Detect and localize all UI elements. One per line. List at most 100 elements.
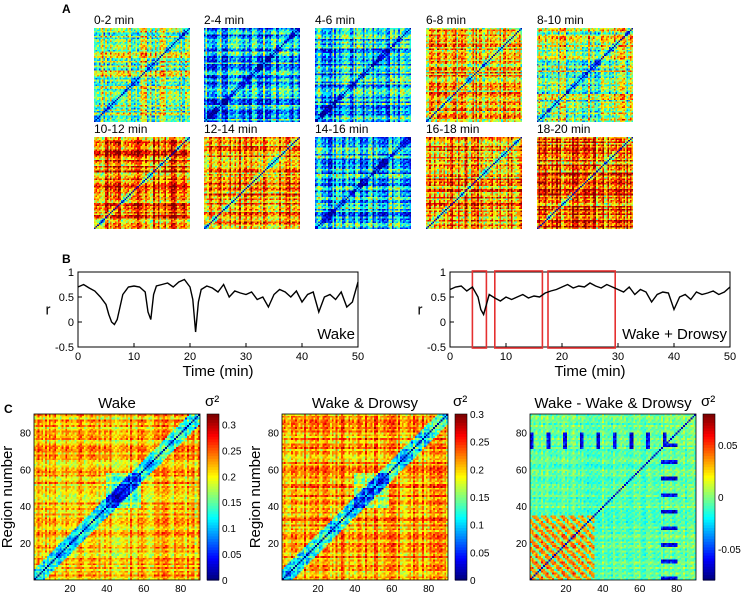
x-tick-label: 40	[668, 351, 680, 363]
colorbar-segment	[207, 544, 219, 548]
colorbar-segment	[455, 544, 467, 548]
x-tick-label: 0	[75, 351, 81, 363]
colorbar-segment	[207, 438, 219, 443]
colorbar-segment	[455, 574, 467, 578]
colorbar-segment	[455, 414, 467, 418]
colorbar-segment	[703, 535, 715, 540]
x-tick-label: 30	[240, 351, 252, 363]
y-axis-label: r	[418, 302, 423, 319]
x-tick-label: 0	[447, 351, 453, 363]
colorbar-segment	[703, 552, 715, 556]
x-tick-label: 80	[671, 584, 683, 594]
window-label: 16-18 min	[426, 122, 480, 136]
colorbar-segment	[207, 469, 219, 473]
window-label: 2-4 min	[204, 13, 245, 27]
colorbar-segment	[207, 552, 219, 556]
colorbar-segment	[455, 430, 467, 434]
colorbar-segment	[455, 469, 467, 473]
colorbar-segment	[455, 549, 467, 553]
colorbar-segment	[455, 438, 467, 443]
colorbar-segment	[703, 560, 715, 564]
heatmap-title: Wake	[98, 395, 136, 412]
correlation-matrix	[204, 137, 300, 229]
window-label: 18-20 min	[537, 122, 591, 136]
heatmap-image	[34, 414, 200, 580]
colorbar-segment	[207, 463, 219, 468]
colorbar-tick-label: 0.15	[470, 493, 490, 504]
colorbar-segment	[207, 510, 219, 515]
x-tick-label: 20	[184, 351, 196, 363]
window-label: 0-2 min	[94, 13, 135, 27]
matrix-image	[426, 28, 522, 122]
y-tick-label: 20	[20, 539, 32, 550]
y-tick-label: 40	[268, 502, 280, 513]
colorbar-segment	[207, 527, 219, 531]
x-tick-label: 10	[500, 351, 512, 363]
x-axis-label: Time (min)	[554, 363, 625, 380]
colorbar-segment	[455, 519, 467, 523]
colorbar-segment	[703, 477, 715, 481]
colorbar-segment	[703, 527, 715, 531]
colorbar-segment	[207, 472, 219, 476]
colorbar-segment	[455, 502, 467, 506]
x-tick-label: 40	[101, 584, 113, 594]
colorbar-segment	[207, 436, 219, 440]
x-tick-label: 60	[634, 584, 646, 594]
colorbar-segment	[207, 433, 219, 437]
matrix-image	[204, 28, 300, 122]
colorbar-label: σ²	[701, 393, 715, 410]
colorbar-segment	[703, 485, 715, 490]
colorbar-segment	[207, 449, 219, 454]
y-tick-label: 1	[68, 267, 74, 279]
correlation-matrix	[537, 137, 633, 229]
y-tick-label: 80	[268, 428, 280, 439]
colorbar-segment	[703, 530, 715, 534]
colorbar-segment	[703, 472, 715, 476]
colorbar-segment	[455, 571, 467, 576]
colorbar-segment	[703, 419, 715, 423]
colorbar-segment	[455, 449, 467, 454]
colorbar-segment	[455, 524, 467, 529]
colorbar-segment	[703, 532, 715, 537]
colorbar-segment	[703, 516, 715, 520]
colorbar-tick-label: 0.05	[222, 550, 242, 561]
colorbar-segment	[703, 571, 715, 576]
colorbar-segment	[455, 452, 467, 457]
x-tick-label: 80	[175, 584, 187, 594]
colorbar-segment	[207, 502, 219, 506]
colorbar-tick-label: 0.3	[222, 420, 236, 431]
colorbar-segment	[455, 441, 467, 446]
colorbar-segment	[455, 560, 467, 564]
colorbar-frame	[454, 413, 468, 581]
colorbar-segment	[207, 513, 219, 517]
colorbar-segment	[207, 577, 219, 581]
colorbar-segment	[455, 563, 467, 567]
colorbar-tick-label: 0.3	[470, 410, 484, 421]
colorbar-segment	[455, 419, 467, 423]
colorbar-segment	[207, 422, 219, 426]
colorbar-segment	[207, 441, 219, 446]
highlight-box	[494, 270, 544, 349]
y-tick-label: 60	[516, 465, 528, 476]
colorbar-segment	[207, 447, 219, 451]
correlation-matrix	[315, 137, 411, 229]
colorbar-tick-label: 0	[222, 576, 228, 587]
y-axis-label: r	[46, 302, 51, 319]
y-tick-label: 20	[516, 539, 528, 550]
colorbar-segment	[703, 557, 715, 562]
colorbar-segment	[207, 444, 219, 448]
colorbar-segment	[703, 433, 715, 437]
colorbar-segment	[455, 535, 467, 540]
colorbar-label: σ²	[453, 393, 467, 410]
colorbar-segment	[455, 532, 467, 537]
colorbar-segment	[703, 566, 715, 570]
series-line	[449, 282, 731, 317]
colorbar-segment	[703, 524, 715, 529]
y-tick-label: 40	[516, 502, 528, 513]
y-tick-label: 20	[268, 539, 280, 550]
y-tick-label: 60	[20, 465, 32, 476]
colorbar-segment	[207, 497, 219, 501]
colorbar-tick-label: 0	[470, 576, 476, 587]
y-axis-label: Region number	[248, 446, 264, 549]
